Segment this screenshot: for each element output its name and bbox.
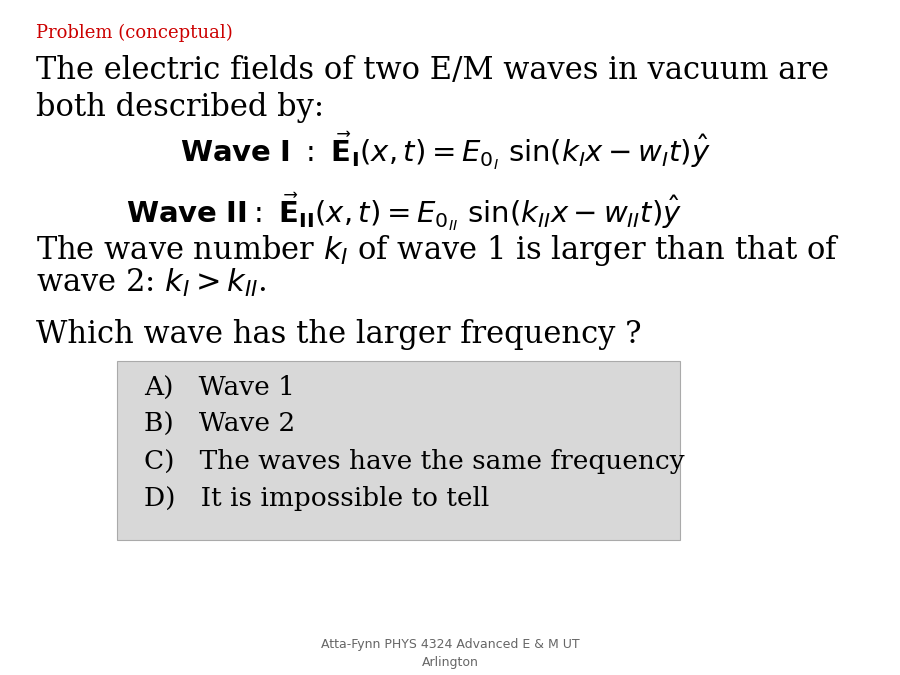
Text: both described by:: both described by: [36, 92, 324, 123]
Text: The wave number $k_I$ of wave 1 is larger than that of: The wave number $k_I$ of wave 1 is large… [36, 233, 840, 268]
Text: B)   Wave 2: B) Wave 2 [144, 412, 295, 437]
Text: $\mathbf{Wave\ I}\ :\ \vec{\mathbf{E}}_{\mathbf{I}}(x,t)= E_{0_I}\ \sin(k_I x - : $\mathbf{Wave\ I}\ :\ \vec{\mathbf{E}}_{… [180, 130, 711, 172]
Text: D)   It is impossible to tell: D) It is impossible to tell [144, 486, 490, 511]
Text: Which wave has the larger frequency ?: Which wave has the larger frequency ? [36, 319, 642, 350]
Text: Arlington: Arlington [421, 656, 479, 669]
Text: Atta-Fynn PHYS 4324 Advanced E & M UT: Atta-Fynn PHYS 4324 Advanced E & M UT [320, 638, 580, 651]
Text: The electric fields of two E/M waves in vacuum are: The electric fields of two E/M waves in … [36, 55, 829, 86]
Text: C)   The waves have the same frequency: C) The waves have the same frequency [144, 449, 685, 474]
Text: A)   Wave 1: A) Wave 1 [144, 375, 295, 400]
Text: Problem (conceptual): Problem (conceptual) [36, 24, 233, 42]
Text: $\mathbf{Wave\ II}:\ \vec{\mathbf{E}}_{\mathbf{II}}(x,t)= E_{0_{II}}\ \sin(k_{II: $\mathbf{Wave\ II}:\ \vec{\mathbf{E}}_{\… [126, 190, 682, 233]
Text: wave 2: $k_I > k_{II}$.: wave 2: $k_I > k_{II}$. [36, 267, 267, 299]
FancyBboxPatch shape [117, 361, 680, 540]
